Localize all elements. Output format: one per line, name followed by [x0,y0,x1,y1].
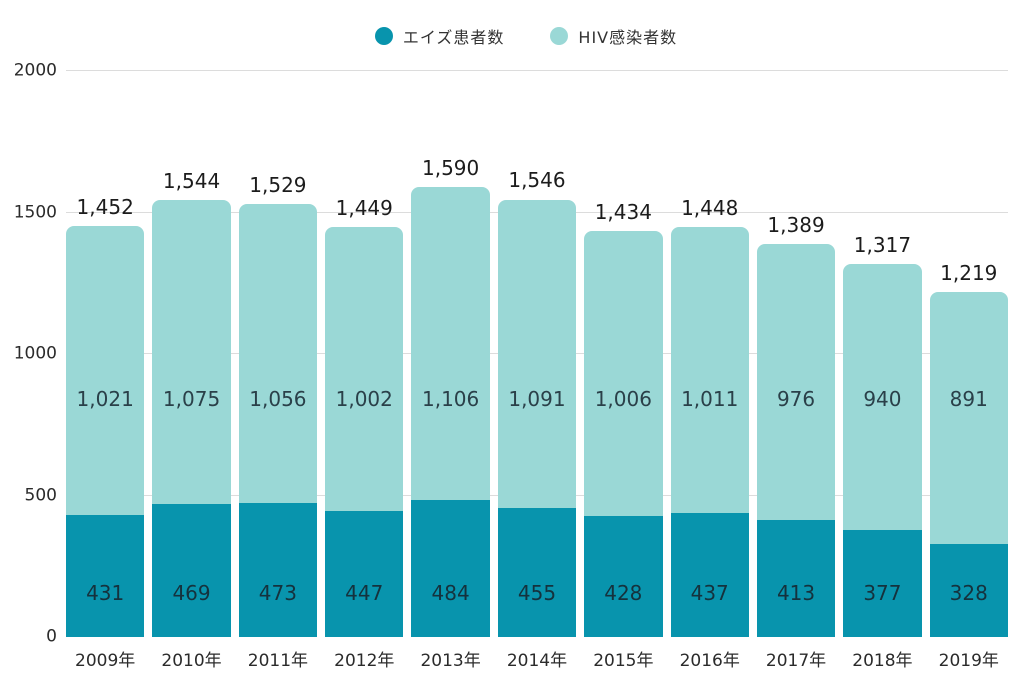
hiv-value-label: 940 [863,387,902,411]
aids-value-label: 437 [690,581,729,605]
aids-value-label: 328 [949,581,988,605]
bar-2017年: 1,389 976 413 [756,71,836,637]
aids-value-label: 455 [517,581,557,605]
hiv-value-label: 1,106 [421,387,480,411]
aids-value-label: 484 [431,581,470,605]
aids-segment [497,508,577,637]
aids-value-label: 431 [86,581,125,605]
x-axis-label: 2010年 [161,651,222,671]
total-value-label: 1,434 [594,200,652,225]
chart-legend: エイズ患者数 HIV感染者数 [14,24,1024,48]
aids-segment [66,515,145,637]
hiv-value-label: 1,091 [508,387,566,411]
aids-value-label: 447 [345,581,384,605]
aids-segment [843,530,922,637]
hiv-value-label: 976 [776,387,816,411]
aids-segment [411,500,490,637]
gridline [66,70,1008,71]
x-axis-label: 2014年 [506,651,568,671]
total-value-label: 1,449 [335,195,393,220]
hiv-segment [929,292,1008,545]
hiv-value-label: 1,002 [335,387,393,411]
hiv-value-label: 1,056 [249,387,307,411]
legend-dot-icon [550,27,569,45]
hiv-value-label: 1,006 [594,387,652,411]
bar-2009年: 1,452 1,021 431 [66,71,145,637]
hiv-segment [152,200,231,505]
x-axis-label: 2012年 [334,651,395,671]
bars: 1,452 1,021 431 1,544 1,075 469 1,529 1,056 473 1… [66,71,1008,637]
total-value-label: 1,590 [421,156,480,181]
hiv-segment [325,226,404,511]
x-axis-label: 2013年 [420,651,481,671]
total-value-label: 1,529 [249,173,307,198]
x-axis-label: 2016年 [679,651,740,671]
hiv-segment [411,187,490,501]
aids-segment [238,503,318,637]
aids-segment [152,504,231,637]
x-axis-label: 2009年 [75,651,136,671]
hiv-segment [756,243,836,521]
bar-2015年: 1,434 1,006 428 [584,71,663,637]
legend-dot-icon [374,27,393,45]
aids-value-label: 413 [776,581,816,605]
hiv-segment [66,226,145,516]
aids-segment [756,520,836,637]
y-tick-label: 2000 [13,60,57,81]
legend-item-aids: エイズ患者数 [374,24,505,48]
hiv-segment [670,227,749,514]
legend-item-hiv: HIV感染者数 [550,24,677,48]
aids-segment [670,513,749,637]
bar-2014年: 1,546 1,091 455 [497,71,577,637]
bar-2012年: 1,449 1,002 447 [325,71,404,637]
aids-segment [929,544,1008,637]
total-value-label: 1,546 [508,168,566,193]
total-value-label: 1,317 [853,233,912,258]
aids-value-label: 473 [258,581,297,605]
hiv-value-label: 891 [949,387,988,411]
hiv-segment [238,204,318,504]
bar-2018年: 1,317 940 377 [843,71,922,637]
bar-2010年: 1,544 1,075 469 [152,71,231,637]
total-value-label: 1,448 [681,196,739,221]
hiv-value-label: 1,021 [76,387,134,411]
x-axis-label: 2018年 [852,651,913,671]
total-value-label: 1,544 [162,169,221,194]
aids-segment [325,510,404,637]
x-axis-label: 2011年 [247,651,309,671]
y-axis: 0 500 1000 1500 2000 [0,62,57,645]
y-tick-label: 500 [24,485,57,505]
legend-item-label: エイズ患者数 [402,28,505,47]
x-axis-label: 2015年 [593,651,654,671]
hiv-segment [843,264,922,531]
aids-value-label: 377 [863,581,902,605]
hiv-segment [584,231,663,516]
hiv-value-label: 1,075 [162,387,221,411]
legend-item-label: HIV感染者数 [578,28,678,47]
aids-value-label: 428 [604,581,643,605]
total-value-label: 1,219 [940,261,998,286]
bar-2016年: 1,448 1,011 437 [670,71,749,637]
x-axis: 2009年 2010年 2011年 2012年 2013年 2014年 2015年 2016年… [66,646,1008,671]
hiv-segment [497,199,577,509]
x-axis-label: 2019年 [938,651,999,671]
x-axis-label: 2017年 [765,651,827,671]
total-value-label: 1,452 [76,195,134,220]
total-value-label: 1,389 [767,212,825,237]
bar-2011年: 1,529 1,056 473 [238,71,318,637]
aids-segment [584,515,663,637]
bar-2013年: 1,590 1,106 484 [411,71,490,637]
hiv-value-label: 1,011 [681,387,739,411]
y-tick-label: 1500 [13,202,57,222]
bar-2019年: 1,219 891 328 [929,71,1008,637]
y-tick-label: 1000 [13,343,57,364]
y-tick-label: 0 [46,626,57,647]
aids-value-label: 469 [172,581,211,605]
